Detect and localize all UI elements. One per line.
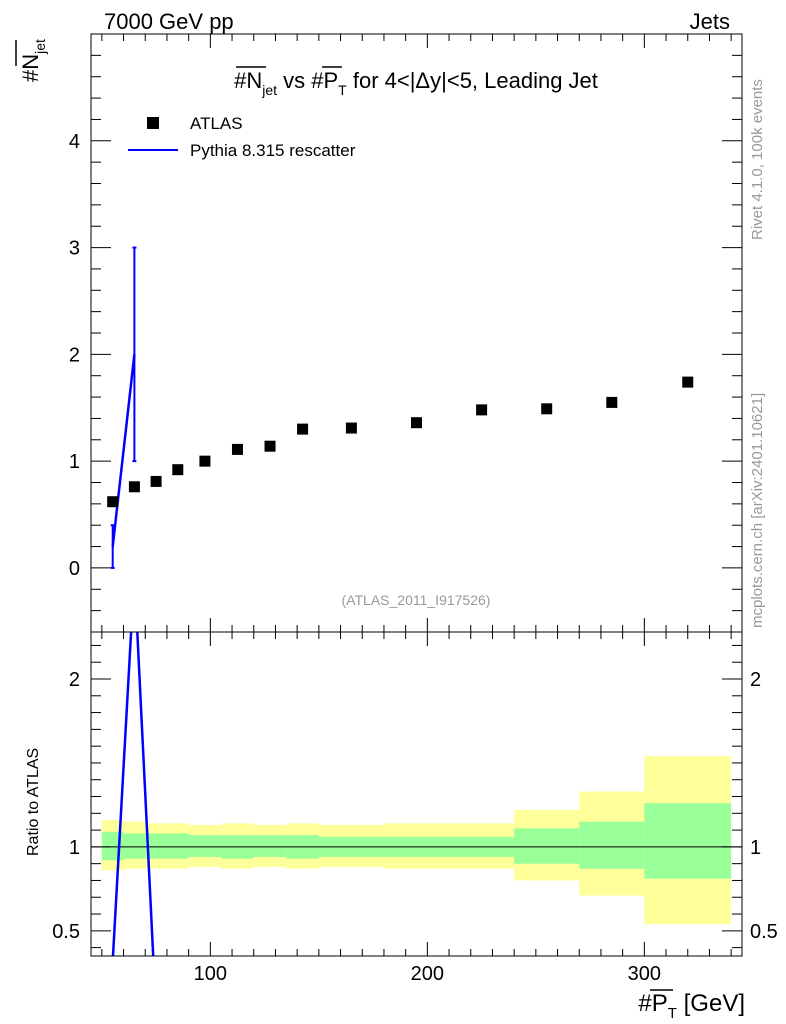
- x-axis-label-suffix: [GeV]: [677, 990, 745, 1017]
- ratio-band-inner: [514, 828, 580, 864]
- main-frame: [90, 33, 743, 633]
- svg-text:#PT [GeV]: #PT [GeV]: [638, 990, 745, 1022]
- data-point: [297, 423, 309, 435]
- data-point: [128, 481, 140, 493]
- title-p-sub: T: [338, 82, 347, 98]
- data-point: [682, 376, 694, 388]
- y-axis-label-prefix: #: [18, 69, 43, 82]
- mc-ratio-series: [111, 632, 155, 956]
- mcplots-label: mcplots.cern.ch [arXiv:2401.10621]: [749, 393, 766, 628]
- x-tick-label: 200: [411, 963, 444, 985]
- ratio-y-axis-label: Ratio to ATLAS: [25, 748, 42, 856]
- data-point: [541, 403, 553, 415]
- mc-line: [111, 354, 136, 547]
- main-ticks: 0 1 2 3 4: [69, 34, 742, 632]
- main-panel: 0 1 2 3 4: [69, 33, 743, 633]
- data-point: [476, 404, 488, 416]
- ratio-tick-label-right: 1: [750, 837, 761, 859]
- rivet-label: Rivet 4.1.0, 100k events: [749, 79, 766, 240]
- legend-data-label: ATLAS: [190, 114, 243, 133]
- legend-mc-label: Pythia 8.315 rescatter: [190, 141, 356, 160]
- ratio-band-inner: [253, 835, 287, 857]
- mc-series: [110, 246, 137, 569]
- energy-label: 7000 GeV pp: [104, 9, 234, 34]
- y-tick-label: 4: [69, 131, 80, 153]
- ratio-panel: 100 200 300 0.5 0.5 1 1 2 2: [52, 631, 778, 985]
- title-n-sub: jet: [261, 82, 277, 98]
- title-mid: vs #: [277, 68, 324, 93]
- data-point: [231, 443, 243, 455]
- ratio-band-inner: [145, 833, 167, 859]
- y-axis-label: #Njet: [15, 39, 48, 82]
- svg-text:#Njet: #Njet: [18, 39, 48, 82]
- y-tick-label: 1: [69, 451, 80, 473]
- legend-data-marker: [147, 117, 159, 129]
- ratio-frame: [90, 631, 743, 957]
- title-prefix: #: [234, 68, 247, 93]
- x-tick-label: 300: [628, 963, 661, 985]
- analysis-watermark: (ATLAS_2011_I917526): [342, 592, 491, 608]
- y-tick-label: 2: [69, 344, 80, 366]
- ratio-band-inner: [644, 803, 732, 879]
- data-point: [172, 464, 184, 476]
- x-axis-label-main: P: [652, 990, 668, 1017]
- chart-title: #Njet vs #PT for 4<|Δy|<5, Leading Jet: [234, 66, 598, 98]
- y-tick-label: 3: [69, 238, 80, 260]
- data-point: [199, 455, 211, 467]
- x-axis-label-sub: T: [668, 1005, 677, 1022]
- x-axis-label: #PT [GeV]: [638, 989, 745, 1022]
- y-axis-label-main: N: [18, 54, 43, 70]
- ratio-bands: [101, 756, 732, 925]
- ratio-tick-label-left: 2: [69, 669, 80, 691]
- ratio-band-inner: [188, 835, 222, 857]
- svg-text:#Njet vs #PT for 4<|Δy|<5, Lea: #Njet vs #PT for 4<|Δy|<5, Leading Jet: [234, 68, 598, 98]
- x-axis-label-prefix: #: [638, 990, 652, 1017]
- title-suffix: for 4<|Δy|<5, Leading Jet: [347, 68, 598, 93]
- ratio-tick-label-left: 1: [69, 837, 80, 859]
- mc-ratio-line: [111, 632, 155, 956]
- ratio-band-inner: [123, 833, 146, 859]
- title-p: P: [323, 68, 338, 93]
- data-point: [107, 496, 119, 508]
- data-point: [150, 475, 162, 487]
- data-point: [411, 417, 422, 429]
- ratio-ticks: 100 200 300 0.5 0.5 1 1 2 2: [52, 632, 778, 985]
- y-tick-label: 0: [69, 558, 80, 580]
- data-point: [606, 396, 618, 408]
- ratio-band-inner: [166, 833, 189, 859]
- y-axis-label-sub: jet: [32, 39, 48, 55]
- ratio-band-inner: [579, 821, 645, 869]
- ratio-tick-label-right: 2: [750, 669, 761, 691]
- ratio-tick-label-right: 0.5: [750, 921, 778, 943]
- data-series: [107, 376, 694, 508]
- data-point: [264, 440, 276, 452]
- ratio-tick-label-left: 0.5: [52, 921, 80, 943]
- data-point: [345, 422, 357, 434]
- x-tick-label: 100: [194, 963, 227, 985]
- legend: ATLAS Pythia 8.315 rescatter: [128, 114, 356, 160]
- title-n: N: [246, 68, 262, 93]
- process-label: Jets: [690, 9, 730, 34]
